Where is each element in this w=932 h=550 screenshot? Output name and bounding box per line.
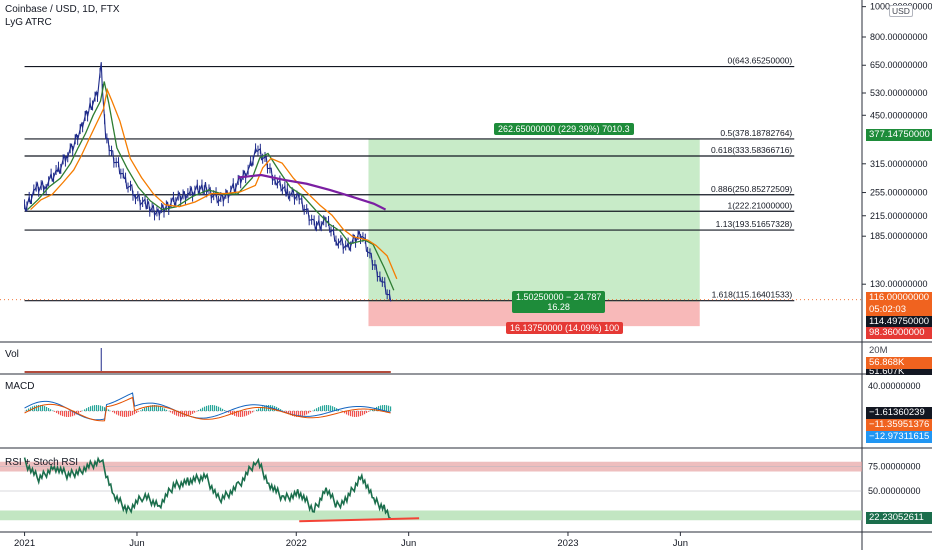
fib-label-0: 0(643.65250000) <box>727 56 792 66</box>
currency-badge[interactable]: USD <box>889 5 913 17</box>
fib-label-4: 1(222.21000000) <box>727 200 792 210</box>
target-zone <box>368 139 700 302</box>
rsi-divergence-line <box>299 517 420 523</box>
price-series <box>24 62 398 302</box>
vol-tag-1: 56.868K <box>866 357 932 369</box>
price-tick-5: 315.00000000 <box>870 159 928 169</box>
risk-reward-line-2: 16.28 <box>547 302 570 312</box>
fib-label-3: 0.886(250.85272509) <box>711 184 792 194</box>
risk-reward-label: 1.50250000 − 24.787 16.28 <box>512 291 606 313</box>
volume-pane <box>24 348 391 373</box>
fib-levels: 0(643.65250000) 0.5(378.18782764) 0.618(33… <box>0 56 862 302</box>
countdown-tag: 05:02:03 <box>866 304 932 316</box>
risk-reward-line-1: 1.50250000 − 24.787 <box>516 292 602 302</box>
rsi-tick-0: 75.00000000 <box>868 462 921 472</box>
vol-tag-2: 51.607K <box>866 369 932 375</box>
time-tick-2: 2022 <box>286 538 307 549</box>
stop-price-tag: 98.36000000 <box>866 327 932 339</box>
rsi-oversold-band <box>0 510 862 521</box>
stop-label: 16.13750000 (14.09%) 100 <box>506 322 624 334</box>
fib-label-5: 1.13(193.51657328) <box>716 219 793 229</box>
price-tick-9: 130.00000000 <box>870 279 928 289</box>
price-tick-8: 185.00000000 <box>870 231 928 241</box>
rsi-tag: 22.23052611 <box>866 512 932 524</box>
time-tick-3: Jun <box>401 538 416 549</box>
fib-label-2: 0.618(333.58366716) <box>711 145 792 155</box>
macd-signal-line <box>24 396 391 422</box>
price-tick-6: 255.00000000 <box>870 188 928 198</box>
macd-pane: 40.00000000 <box>24 381 921 422</box>
macd-pane-label: MACD <box>5 381 35 392</box>
fib-label-6: 1.618(115.16401533) <box>712 290 793 300</box>
vol-axis-tag: 20M <box>869 345 888 356</box>
time-axis: 2021 Jun 2022 Jun 2023 Jun <box>14 532 688 549</box>
macd-tag-1: −1.61360239 <box>866 407 932 419</box>
rsi-pane: 75.00000000 50.00000000 <box>0 456 921 523</box>
time-tick-4: 2023 <box>557 538 578 549</box>
macd-axis-tick: 40.00000000 <box>868 381 921 391</box>
ema-mid-line <box>30 87 398 280</box>
entry-price-tag: 114.49750000 <box>866 316 932 328</box>
price-tick-1: 800.00000000 <box>870 32 928 42</box>
macd-tag-2: −11.35951376 <box>866 419 932 431</box>
price-tick-3: 530.00000000 <box>870 88 928 98</box>
price-line <box>24 62 392 302</box>
vol-pane-label: Vol <box>5 349 19 360</box>
target-price-tag: 377.14750000 <box>866 129 932 141</box>
ema-fast-line <box>27 81 395 291</box>
price-tick-4: 450.00000000 <box>870 110 928 120</box>
time-tick-0: 2021 <box>14 538 35 549</box>
symbol-title[interactable]: Coinbase / USD, 1D, FTX <box>5 4 120 15</box>
current-price-tag: 116.00000000 <box>866 292 932 304</box>
time-tick-5: Jun <box>673 538 688 549</box>
rsi-tick-1: 50.00000000 <box>868 486 921 496</box>
price-tick-7: 215.00000000 <box>870 211 928 221</box>
time-tick-1: Jun <box>129 538 144 549</box>
macd-line <box>24 392 391 421</box>
target-label: 262.65000000 (229.39%) 7010.3 <box>494 123 634 135</box>
price-tick-2: 650.00000000 <box>870 60 928 70</box>
ema-slow-line <box>238 173 387 211</box>
rsi-pane-label: RSI + Stoch RSI <box>5 457 79 468</box>
indicator-label[interactable]: LyG ATRC <box>5 17 52 28</box>
price-axis: 1000.00000000800.00000000650.00000000530… <box>862 2 932 289</box>
fib-label-1: 0.5(378.18782764) <box>720 128 792 138</box>
macd-tag-3: −12.97311615 <box>866 431 932 443</box>
volume-bars <box>24 371 391 373</box>
rsi-line <box>23 456 392 520</box>
